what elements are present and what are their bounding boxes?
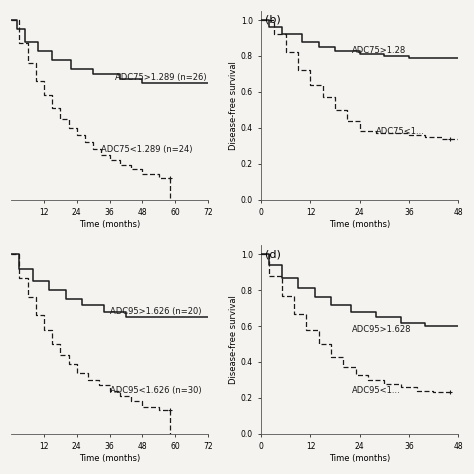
Text: ADC95<1.626 (n=30): ADC95<1.626 (n=30) (109, 386, 201, 395)
X-axis label: Time (months): Time (months) (79, 454, 140, 463)
X-axis label: Time (months): Time (months) (79, 219, 140, 228)
Text: ADC75>1.28: ADC75>1.28 (351, 46, 406, 55)
Text: (d): (d) (265, 249, 281, 259)
Text: (b): (b) (265, 15, 281, 25)
Text: ADC95>1.628: ADC95>1.628 (351, 325, 411, 334)
Y-axis label: Disease-free survival: Disease-free survival (229, 61, 238, 150)
Text: ADC95<1...: ADC95<1... (351, 386, 400, 395)
X-axis label: Time (months): Time (months) (329, 454, 390, 463)
Text: ADC95>1.626 (n=20): ADC95>1.626 (n=20) (109, 307, 201, 316)
Text: ADC75<1.289 (n=24): ADC75<1.289 (n=24) (101, 145, 193, 154)
X-axis label: Time (months): Time (months) (329, 219, 390, 228)
Text: ADC75<1...: ADC75<1... (376, 127, 425, 136)
Text: ADC75>1.289 (n=26): ADC75>1.289 (n=26) (115, 73, 207, 82)
Y-axis label: Disease-free survival: Disease-free survival (229, 295, 238, 384)
